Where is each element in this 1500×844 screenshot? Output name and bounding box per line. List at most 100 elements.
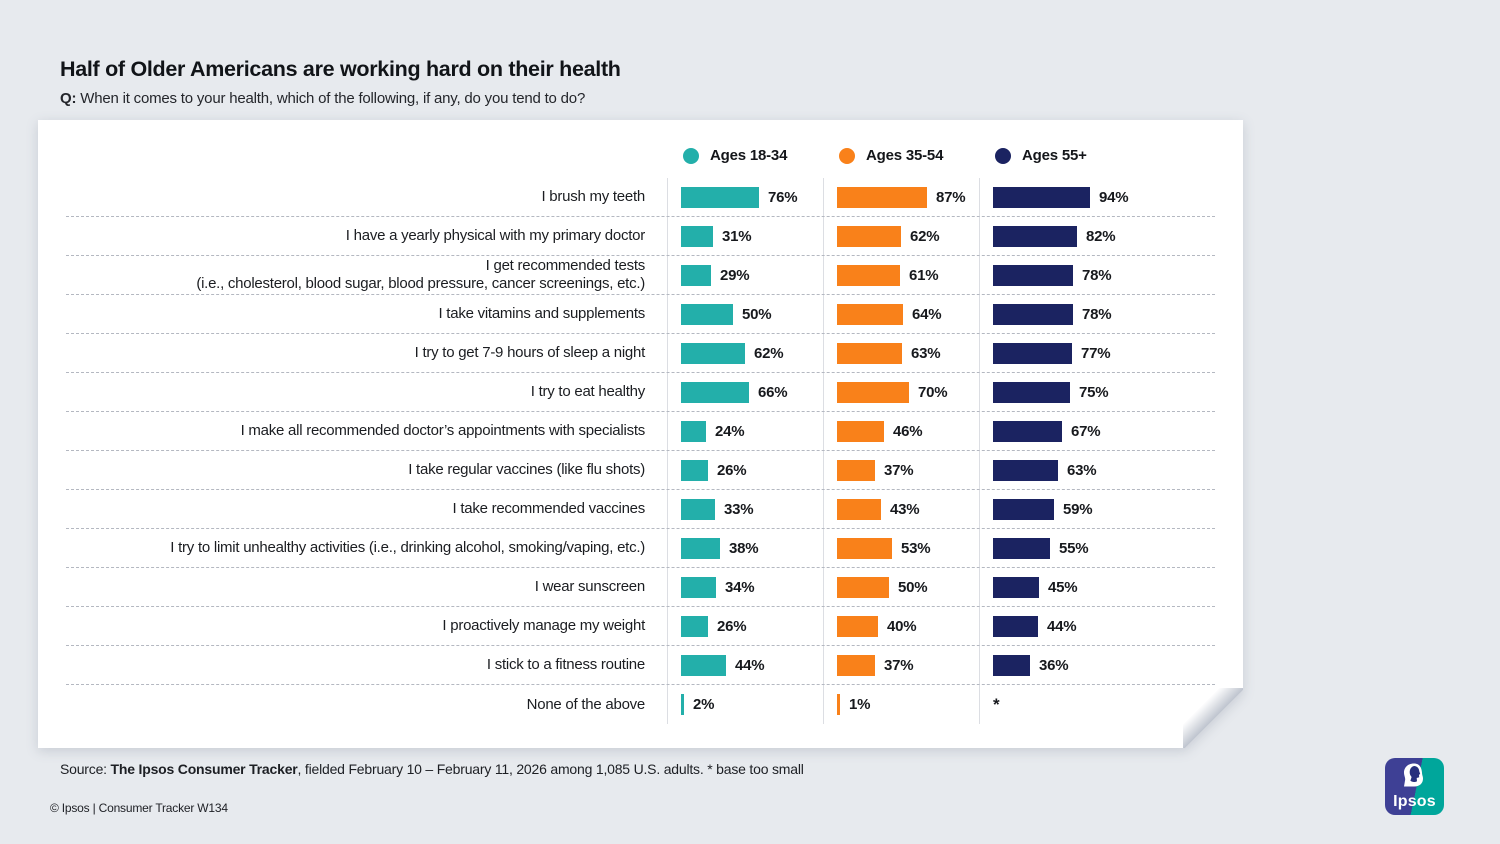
bar-ages-55- — [993, 265, 1073, 286]
bar-ages-18-34 — [681, 343, 745, 364]
bar-ages-35-54 — [837, 304, 903, 325]
value-label: 36% — [1039, 656, 1069, 674]
bar-cell-ages-35-54: 64% — [823, 295, 979, 333]
bar-ages-55- — [993, 343, 1072, 364]
value-label: 59% — [1063, 500, 1093, 518]
category-label: I try to limit unhealthy activities (i.e… — [170, 539, 645, 556]
legend-item-ages-55-: Ages 55+ — [979, 147, 1215, 164]
bar-ages-18-34 — [681, 460, 708, 481]
bar-cell-ages-55-: 67% — [979, 412, 1215, 450]
category-label: I try to eat healthy — [530, 383, 645, 400]
legend-label: Ages 18-34 — [710, 147, 788, 164]
bar-cell-ages-35-54: 46% — [823, 412, 979, 450]
table-row: I wear sunscreen 34% 50% 45% — [66, 568, 1215, 607]
bar-ages-35-54 — [837, 421, 884, 442]
value-label: 45% — [1048, 578, 1078, 596]
legend-label: Ages 55+ — [1022, 147, 1087, 164]
value-label: 26% — [717, 461, 747, 479]
value-label: 44% — [735, 656, 765, 674]
category-label: I get recommended tests (i.e., cholester… — [196, 257, 645, 292]
bar-ages-35-54 — [837, 343, 902, 364]
value-label: 40% — [887, 617, 917, 635]
source-rest: , fielded February 10 – February 11, 202… — [297, 761, 804, 777]
category-label: I brush my teeth — [541, 188, 645, 205]
bar-cell-ages-18-34: 33% — [667, 490, 823, 528]
value-label: 2% — [693, 696, 715, 713]
bar-ages-18-34 — [681, 304, 733, 325]
bar-cell-ages-35-54: 63% — [823, 334, 979, 372]
value-label: 64% — [912, 305, 942, 323]
value-label: 82% — [1086, 227, 1116, 245]
chart-card-wrap: Ages 18-34 Ages 35-54 Ages 55+ I brush my … — [38, 120, 1243, 748]
bar-cell-ages-18-34: 31% — [667, 217, 823, 255]
bar-cell-ages-35-54: 1% — [823, 685, 979, 724]
bar-cell-ages-18-34: 24% — [667, 412, 823, 450]
value-label: 76% — [768, 188, 798, 206]
bar-ages-18-34 — [681, 694, 684, 715]
bar-cell-ages-55-: 78% — [979, 256, 1215, 294]
value-label: 37% — [884, 461, 914, 479]
bar-ages-18-34 — [681, 265, 711, 286]
value-label: 46% — [893, 422, 923, 440]
bar-cell-ages-35-54: 50% — [823, 568, 979, 606]
bar-ages-18-34 — [681, 421, 706, 442]
bar-ages-35-54 — [837, 265, 900, 286]
bar-cell-ages-35-54: 40% — [823, 607, 979, 645]
bar-ages-18-34 — [681, 499, 715, 520]
value-label: 70% — [918, 383, 948, 401]
bar-ages-18-34 — [681, 655, 726, 676]
copyright-note: © Ipsos | Consumer Tracker W134 — [50, 801, 228, 815]
value-label: 75% — [1079, 383, 1109, 401]
value-label: 33% — [724, 500, 754, 518]
bar-ages-35-54 — [837, 460, 875, 481]
bar-cell-ages-18-34: 44% — [667, 646, 823, 684]
table-row: I stick to a fitness routine 44% 37% 36% — [66, 646, 1215, 685]
question-body: When it comes to your health, which of t… — [76, 90, 586, 107]
legend-dot-icon — [839, 148, 855, 164]
bar-ages-35-54 — [837, 382, 909, 403]
value-label: 63% — [1067, 461, 1097, 479]
bar-cell-ages-55-: 82% — [979, 217, 1215, 255]
table-row: I get recommended tests (i.e., cholester… — [66, 256, 1215, 295]
category-label: I take regular vaccines (like flu shots) — [408, 461, 645, 478]
bar-cell-ages-18-34: 2% — [667, 685, 823, 724]
category-label: I try to get 7-9 hours of sleep a night — [414, 344, 645, 361]
bar-cell-ages-55-: 63% — [979, 451, 1215, 489]
value-label: 63% — [911, 344, 941, 362]
bar-cell-ages-18-34: 34% — [667, 568, 823, 606]
bar-cell-ages-35-54: 37% — [823, 451, 979, 489]
value-label: 53% — [901, 539, 931, 557]
value-label: 43% — [890, 500, 920, 518]
legend-dot-icon — [995, 148, 1011, 164]
legend-label: Ages 35-54 — [866, 147, 944, 164]
category-label: None of the above — [526, 695, 645, 713]
bar-ages-55- — [993, 499, 1054, 520]
legend-dot-icon — [683, 148, 699, 164]
bar-ages-35-54 — [837, 499, 881, 520]
bar-ages-55- — [993, 460, 1058, 481]
bar-cell-ages-55-: * — [979, 685, 1215, 724]
bar-ages-55- — [993, 616, 1038, 637]
source-prefix: Source: — [60, 761, 111, 777]
bar-cell-ages-55-: 55% — [979, 529, 1215, 567]
table-row: I try to eat healthy 66% 70% 75% — [66, 373, 1215, 412]
bar-cell-ages-18-34: 66% — [667, 373, 823, 411]
category-label: I wear sunscreen — [534, 578, 645, 595]
table-row: I brush my teeth 76% 87% 94% — [66, 178, 1215, 217]
value-label: 31% — [722, 227, 752, 245]
value-label: 24% — [715, 422, 745, 440]
folded-corner — [1183, 688, 1243, 748]
source-name: The Ipsos Consumer Tracker — [110, 761, 298, 777]
bar-ages-35-54 — [837, 616, 878, 637]
value-label: 34% — [725, 578, 755, 596]
value-label: 29% — [720, 266, 750, 284]
bar-cell-ages-55-: 36% — [979, 646, 1215, 684]
bar-ages-55- — [993, 187, 1090, 208]
bar-cell-ages-55-: 78% — [979, 295, 1215, 333]
bar-ages-18-34 — [681, 577, 716, 598]
value-label: 37% — [884, 656, 914, 674]
legend-item-ages-35-54: Ages 35-54 — [823, 147, 979, 164]
bar-ages-35-54 — [837, 694, 840, 715]
category-label: I have a yearly physical with my primary… — [345, 227, 645, 244]
